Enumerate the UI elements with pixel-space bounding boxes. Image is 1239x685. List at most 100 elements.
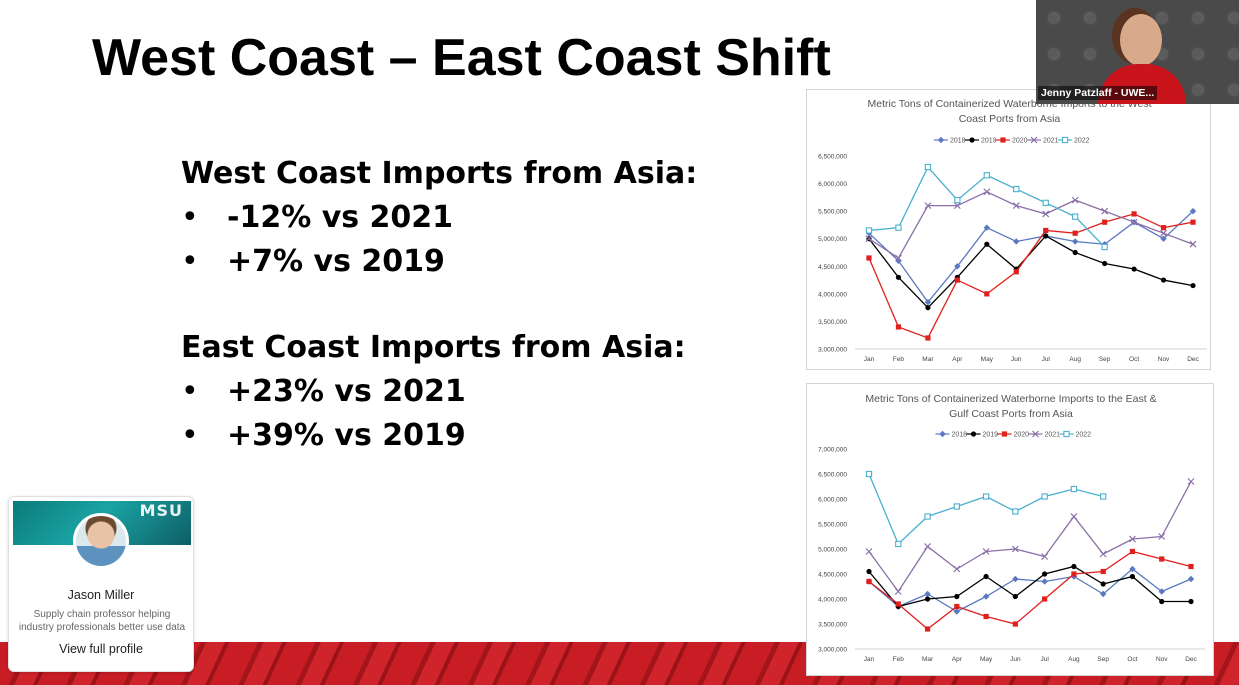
data-point xyxy=(1012,575,1019,583)
participant-name-label: Jenny Patzlaff - UWE... xyxy=(1038,86,1158,100)
data-point xyxy=(924,626,931,632)
legend-item: 2018 xyxy=(935,430,967,439)
data-point xyxy=(1099,550,1107,558)
data-point xyxy=(983,172,990,179)
data-point xyxy=(1190,282,1196,289)
legend-label: 2019 xyxy=(981,138,997,145)
data-point xyxy=(894,588,902,595)
series-2021 xyxy=(865,478,1195,595)
x-tick-label: Jun xyxy=(1011,356,1022,363)
data-point xyxy=(1043,227,1049,234)
x-tick-label: Apr xyxy=(952,356,963,363)
legend-item: 2020 xyxy=(996,137,1028,145)
x-tick-label: Oct xyxy=(1127,656,1137,663)
x-tick-label: Mar xyxy=(922,656,934,663)
x-tick-label: Dec xyxy=(1185,656,1197,663)
data-point xyxy=(1102,260,1108,267)
data-point xyxy=(1187,575,1195,583)
x-tick-label: Jan xyxy=(864,656,875,663)
series-line xyxy=(868,568,1192,613)
data-point xyxy=(1129,565,1136,573)
data-point xyxy=(954,603,960,610)
series-line xyxy=(868,481,1192,593)
y-tick-label: 3,000,000 xyxy=(818,647,847,654)
chart-title-line: Metric Tons of Containerized Waterborne … xyxy=(865,393,1156,405)
y-tick-label: 5,000,000 xyxy=(818,547,847,554)
series-line xyxy=(868,473,1104,546)
data-point xyxy=(1099,590,1107,598)
data-point xyxy=(1188,598,1194,605)
data-point xyxy=(1100,493,1107,500)
series-line xyxy=(868,565,1191,608)
data-point xyxy=(1012,593,1018,600)
data-point xyxy=(865,227,873,234)
x-tick-label: May xyxy=(980,656,993,663)
x-tick-label: Feb xyxy=(893,356,905,363)
data-point xyxy=(924,596,931,602)
bullet-item: • +7% vs 2019 xyxy=(181,240,697,284)
y-tick-label: 6,500,000 xyxy=(818,472,847,479)
east-coast-heading: East Coast Imports from Asia: xyxy=(181,330,686,365)
data-point xyxy=(1160,225,1167,231)
data-point xyxy=(866,578,872,585)
legend-label: 2020 xyxy=(1014,432,1030,439)
data-point xyxy=(895,274,902,280)
x-tick-label: May xyxy=(981,356,994,363)
data-point xyxy=(984,241,990,247)
bullet-item: • -12% vs 2021 xyxy=(181,196,697,240)
data-point xyxy=(1071,238,1079,245)
data-point xyxy=(895,254,902,262)
legend-item: 2020 xyxy=(997,431,1030,439)
y-tick-label: 5,500,000 xyxy=(818,522,847,529)
legend-item: 2021 xyxy=(1027,136,1059,145)
x-tick-label: Jun xyxy=(1010,656,1021,663)
data-point xyxy=(865,548,873,555)
data-point xyxy=(954,277,960,283)
data-point xyxy=(1012,621,1018,627)
chart-title-line: Gulf Coast Ports from Asia xyxy=(949,408,1073,420)
series-2020 xyxy=(866,548,1194,632)
view-full-profile-link[interactable]: View full profile xyxy=(59,642,143,656)
east-coast-chart: Metric Tons of Containerized Waterborne … xyxy=(806,383,1214,676)
y-tick-label: 3,500,000 xyxy=(818,622,847,629)
data-point xyxy=(924,543,931,550)
y-tick-label: 4,000,000 xyxy=(818,597,847,604)
data-point xyxy=(1129,535,1136,543)
data-point xyxy=(1189,240,1197,248)
series-2018 xyxy=(865,207,1197,306)
data-point xyxy=(925,305,931,311)
data-point xyxy=(1071,563,1077,570)
series-line xyxy=(868,165,1106,248)
west-coast-heading: West Coast Imports from Asia: xyxy=(181,156,698,191)
bullet-text: +39% vs 2019 xyxy=(227,418,466,453)
legend-label: 2019 xyxy=(983,432,999,439)
data-point xyxy=(983,613,989,620)
data-point xyxy=(1101,207,1109,215)
data-point xyxy=(1030,136,1038,144)
data-point xyxy=(865,470,873,478)
data-point xyxy=(925,335,931,341)
bullet-text-block: West Coast Imports from Asia: • -12% vs 2… xyxy=(181,152,697,458)
series-2018 xyxy=(865,565,1195,615)
legend-item: 2021 xyxy=(1028,430,1060,439)
data-point xyxy=(924,163,932,171)
data-point xyxy=(1130,218,1138,226)
x-tick-label: Aug xyxy=(1068,656,1080,663)
x-tick-label: Sep xyxy=(1097,656,1109,663)
data-point xyxy=(982,593,990,600)
series-2019 xyxy=(866,233,1196,311)
data-point xyxy=(1061,136,1069,144)
data-point xyxy=(1071,196,1079,204)
data-point xyxy=(1159,556,1165,562)
data-point xyxy=(982,493,990,500)
legend-label: 2022 xyxy=(1074,138,1090,145)
y-tick-label: 3,500,000 xyxy=(818,319,847,326)
data-point xyxy=(1070,485,1078,493)
participant-video-tile[interactable]: Jenny Patzlaff - UWE... xyxy=(1036,0,1239,104)
legend-item: 2022 xyxy=(1059,430,1091,439)
data-point xyxy=(1131,211,1137,217)
data-point xyxy=(939,430,946,438)
data-point xyxy=(1011,545,1019,553)
data-point xyxy=(1158,588,1165,595)
x-tick-label: Aug xyxy=(1069,356,1081,363)
